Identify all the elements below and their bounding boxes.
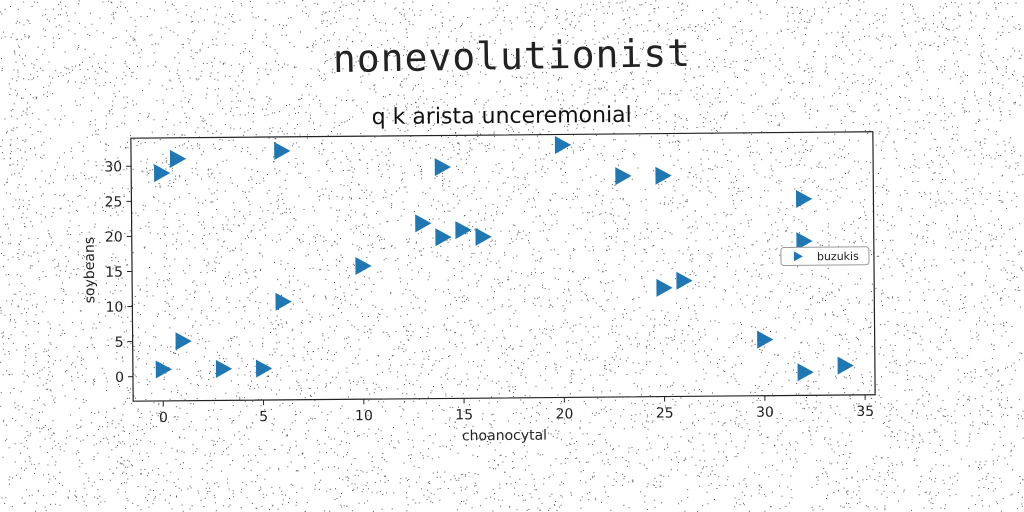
x-tick-label: 20 — [555, 406, 573, 422]
x-tick-label: 35 — [856, 404, 874, 420]
x-axis-label: choanocytal — [462, 428, 547, 445]
x-tick-label: 10 — [355, 408, 373, 424]
y-axis-label: soybeans — [82, 237, 99, 304]
data-point — [434, 158, 451, 177]
data-point — [475, 227, 492, 246]
data-point — [796, 232, 813, 251]
legend: buzukis — [780, 246, 870, 267]
data-point — [554, 136, 572, 155]
x-axis-ticks: 0 5 10 15 20 25 30 35 — [159, 394, 874, 426]
y-tick-label: 25 — [105, 194, 123, 210]
data-point — [435, 228, 452, 247]
data-point — [155, 360, 172, 379]
data-point — [274, 141, 291, 160]
y-tick-label: 10 — [105, 300, 123, 316]
chart-title: q k arista unceremonial — [372, 103, 632, 130]
y-tick-label: 0 — [115, 370, 124, 386]
x-tick-label: 25 — [656, 405, 674, 421]
data-point — [275, 292, 292, 311]
data-point — [615, 167, 632, 186]
data-markers — [153, 136, 854, 382]
x-tick-label: 0 — [159, 410, 168, 426]
x-tick-label: 5 — [259, 409, 268, 425]
y-axis-ticks: 0 5 10 15 20 25 30 — [104, 159, 133, 386]
data-point — [215, 359, 233, 378]
data-point — [255, 359, 273, 378]
data-point — [355, 257, 372, 276]
data-point — [175, 332, 192, 351]
data-point — [656, 278, 673, 297]
y-tick-label: 20 — [105, 229, 123, 245]
plot-frame — [130, 131, 876, 402]
data-point — [795, 190, 813, 209]
y-tick-label: 15 — [105, 265, 123, 281]
data-point — [455, 221, 472, 240]
data-point — [169, 149, 187, 168]
x-tick-label: 15 — [455, 407, 473, 423]
y-tick-label: 5 — [115, 335, 124, 351]
y-tick-label: 30 — [104, 159, 122, 175]
legend-box — [780, 246, 870, 267]
data-point — [757, 330, 774, 349]
data-point — [655, 166, 672, 185]
data-point — [415, 214, 432, 233]
data-point — [797, 363, 814, 382]
data-point — [676, 271, 693, 290]
legend-marker — [793, 251, 803, 262]
legend-label: buzukis — [817, 250, 859, 263]
x-tick-label: 30 — [756, 405, 774, 421]
data-point — [153, 164, 171, 183]
data-point — [837, 356, 854, 375]
